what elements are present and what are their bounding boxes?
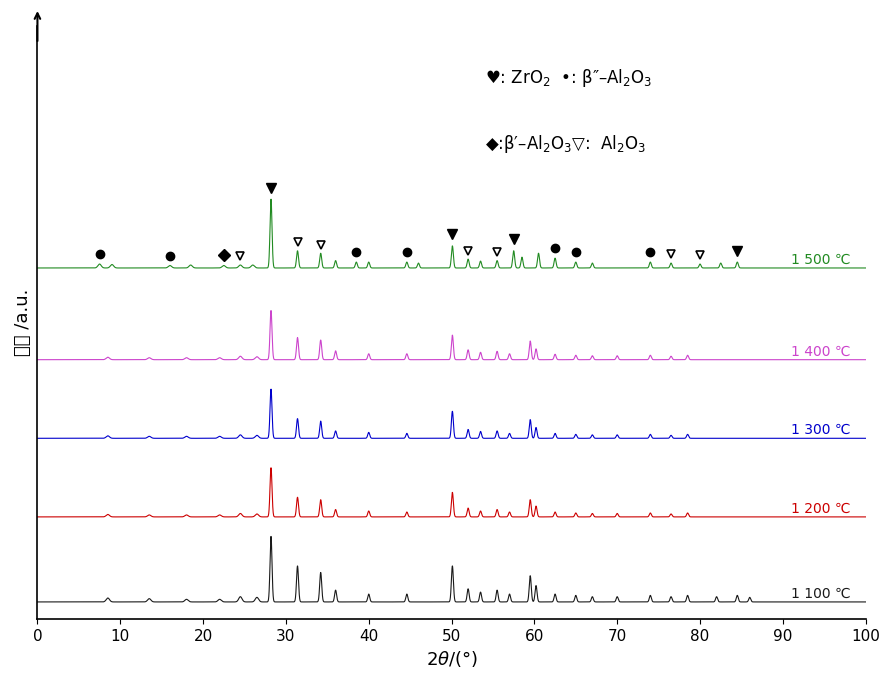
Text: 1 200 ℃: 1 200 ℃ <box>791 502 850 516</box>
Text: 1 300 ℃: 1 300 ℃ <box>791 423 850 437</box>
Y-axis label: 強度 /a.u.: 強度 /a.u. <box>14 289 32 356</box>
Text: 1 400 ℃: 1 400 ℃ <box>791 344 850 359</box>
X-axis label: $2\theta$/(°): $2\theta$/(°) <box>426 649 477 669</box>
Text: ◆:β′–Al$_2$O$_3$▽:  Al$_2$O$_3$: ◆:β′–Al$_2$O$_3$▽: Al$_2$O$_3$ <box>485 133 645 154</box>
Text: ♥: ZrO$_2$  •: β″–Al$_2$O$_3$: ♥: ZrO$_2$ •: β″–Al$_2$O$_3$ <box>485 68 652 89</box>
Text: 1 500 ℃: 1 500 ℃ <box>791 253 850 267</box>
Text: 1 100 ℃: 1 100 ℃ <box>791 587 851 601</box>
